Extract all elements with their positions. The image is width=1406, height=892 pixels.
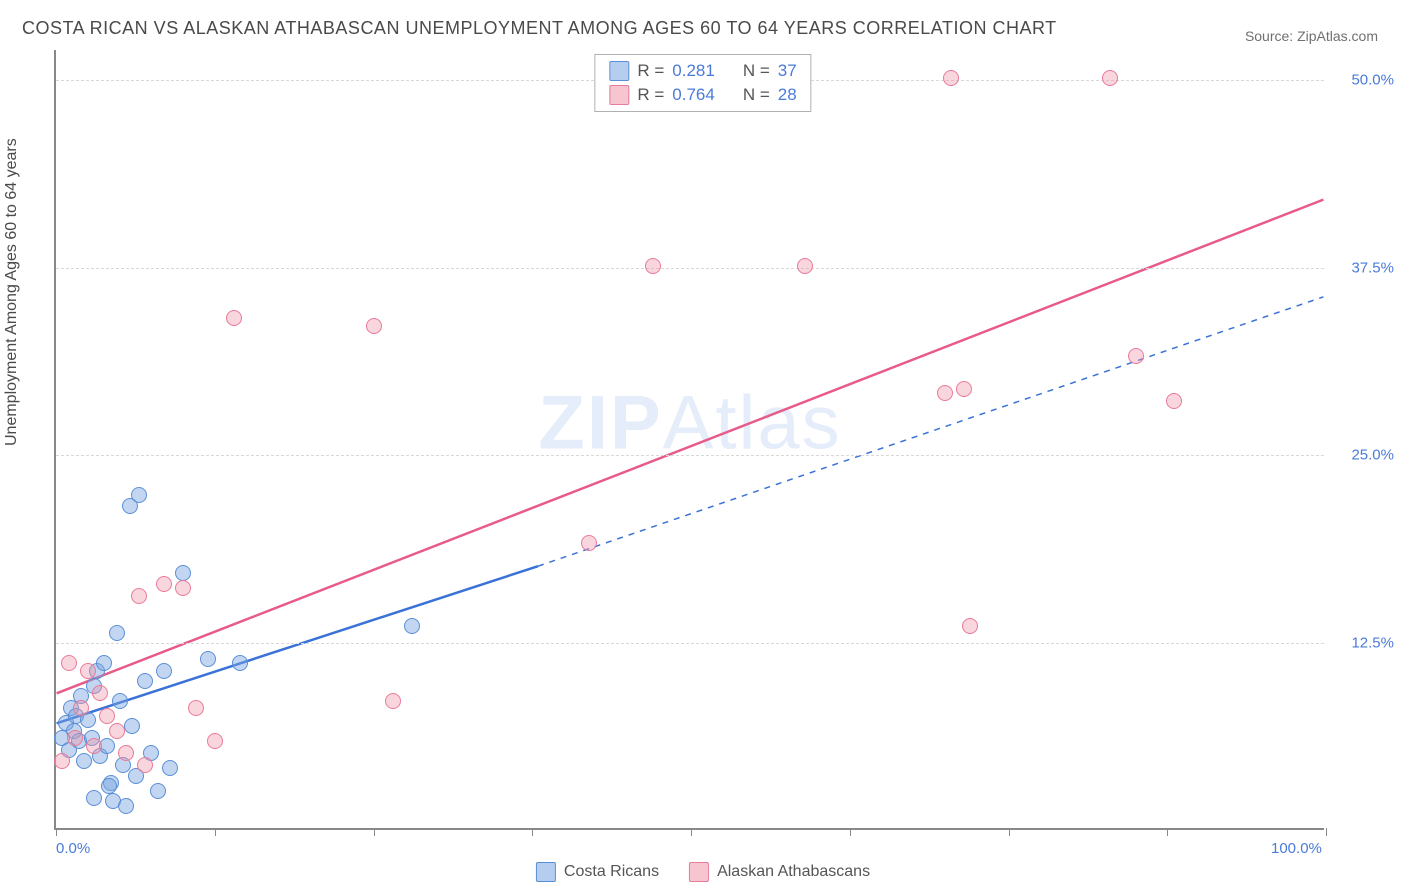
x-tick [691,828,692,836]
trend-lines-svg [56,50,1324,828]
r-value-1: 0.281 [672,61,715,81]
legend-swatch-blue [609,61,629,81]
data-point-costa-rican [112,693,128,709]
data-point-athabascan [581,535,597,551]
data-point-athabascan [188,700,204,716]
data-point-costa-rican [200,651,216,667]
data-point-athabascan [118,745,134,761]
x-tick [1326,828,1327,836]
chart-area: ZIPAtlas 12.5%25.0%37.5%50.0%0.0%100.0% [54,50,1324,830]
watermark: ZIPAtlas [538,380,841,467]
data-point-costa-rican [76,753,92,769]
data-point-athabascan [73,700,89,716]
x-tick [215,828,216,836]
data-point-athabascan [99,708,115,724]
legend-swatch-pink [609,85,629,105]
x-tick [56,828,57,836]
chart-title: COSTA RICAN VS ALASKAN ATHABASCAN UNEMPL… [22,18,1057,39]
trend-line [57,566,538,723]
y-tick-label: 25.0% [1334,447,1394,464]
data-point-costa-rican [86,790,102,806]
legend-label-1: Costa Ricans [564,863,659,881]
x-tick [374,828,375,836]
data-point-athabascan [92,685,108,701]
legend-swatch-pink [689,862,709,882]
data-point-athabascan [86,738,102,754]
data-point-athabascan [131,588,147,604]
legend-row-series2: R = 0.764 N = 28 [609,83,796,107]
n-value-2: 28 [778,85,797,105]
y-tick-label: 37.5% [1334,259,1394,276]
data-point-costa-rican [232,655,248,671]
n-label: N = [743,61,770,81]
data-point-costa-rican [101,778,117,794]
data-point-athabascan [366,318,382,334]
data-point-costa-rican [131,487,147,503]
legend-correlation: R = 0.281 N = 37 R = 0.764 N = 28 [594,54,811,112]
data-point-athabascan [943,70,959,86]
source-label: Source: ZipAtlas.com [1245,28,1378,44]
data-point-costa-rican [109,625,125,641]
data-point-athabascan [67,730,83,746]
x-tick-label: 100.0% [1271,840,1322,857]
x-tick [532,828,533,836]
data-point-athabascan [645,258,661,274]
data-point-athabascan [797,258,813,274]
data-point-athabascan [137,757,153,773]
data-point-athabascan [385,693,401,709]
x-tick-label: 0.0% [56,840,90,857]
data-point-athabascan [80,663,96,679]
r-label: R = [637,61,664,81]
data-point-athabascan [54,753,70,769]
legend-swatch-blue [536,862,556,882]
data-point-athabascan [226,310,242,326]
n-value-1: 37 [778,61,797,81]
data-point-costa-rican [156,663,172,679]
data-point-athabascan [1102,70,1118,86]
data-point-athabascan [1166,393,1182,409]
data-point-costa-rican [404,618,420,634]
trend-line [57,200,1324,694]
n-label: N = [743,85,770,105]
x-tick [1167,828,1168,836]
watermark-light: Atlas [663,381,842,466]
data-point-costa-rican [137,673,153,689]
data-point-athabascan [207,733,223,749]
data-point-costa-rican [118,798,134,814]
x-tick [850,828,851,836]
r-label: R = [637,85,664,105]
data-point-athabascan [1128,348,1144,364]
data-point-costa-rican [175,565,191,581]
y-tick-label: 12.5% [1334,634,1394,651]
data-point-athabascan [962,618,978,634]
data-point-costa-rican [162,760,178,776]
trend-line [538,297,1323,566]
legend-row-series1: R = 0.281 N = 37 [609,59,796,83]
legend-item-2: Alaskan Athabascans [689,862,870,882]
r-value-2: 0.764 [672,85,715,105]
legend-label-2: Alaskan Athabascans [717,863,870,881]
data-point-athabascan [109,723,125,739]
data-point-athabascan [956,381,972,397]
legend-series: Costa Ricans Alaskan Athabascans [536,862,870,882]
data-point-athabascan [156,576,172,592]
data-point-costa-rican [124,718,140,734]
data-point-costa-rican [96,655,112,671]
gridline [56,268,1324,269]
data-point-athabascan [175,580,191,596]
gridline [56,643,1324,644]
y-tick-label: 50.0% [1334,72,1394,89]
gridline [56,455,1324,456]
legend-item-1: Costa Ricans [536,862,659,882]
data-point-athabascan [61,655,77,671]
y-axis-label: Unemployment Among Ages 60 to 64 years [3,138,21,446]
watermark-bold: ZIP [538,381,662,466]
data-point-costa-rican [150,783,166,799]
data-point-athabascan [937,385,953,401]
x-tick [1009,828,1010,836]
